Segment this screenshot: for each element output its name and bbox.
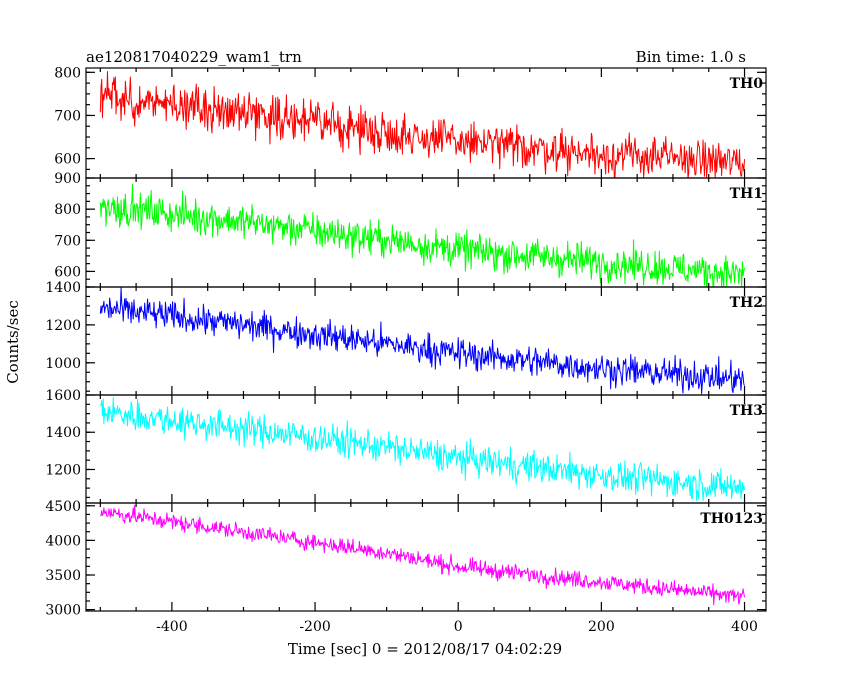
series-label-th0: TH0 (730, 76, 764, 92)
y-tick-label: 3000 (45, 603, 81, 619)
y-tick-label: 700 (54, 233, 81, 249)
series-line-th2 (99, 287, 745, 395)
x-tick-label: 400 (731, 619, 758, 635)
panel-th1: 600 700 800 900 TH1 (54, 171, 767, 288)
series-line-th0 (99, 70, 746, 179)
series-line-th0123 (100, 504, 746, 606)
y-tick-label: 4500 (45, 499, 81, 515)
y-tick-label: 900 (54, 171, 81, 187)
panel-frame (85, 502, 767, 612)
series-line-th1 (99, 183, 746, 288)
panel-frame (85, 286, 767, 396)
panel-frame (85, 67, 767, 179)
series-label-th3: TH3 (730, 403, 763, 419)
bin-time-label: Bin time: 1.0 s (636, 48, 746, 66)
x-tick-label: 200 (588, 619, 615, 635)
y-tick-label: 600 (54, 264, 81, 280)
y-tick-label: 1200 (45, 318, 81, 334)
x-axis-label: Time [sec] 0 = 2012/08/17 04:02:29 (288, 640, 562, 658)
series-line-th3 (100, 397, 746, 502)
y-tick-label: 600 (54, 152, 81, 168)
y-tick-label: 1400 (45, 280, 81, 296)
y-tick-label: 1000 (45, 356, 81, 372)
chart-title: ae120817040229_wam1_trn (86, 48, 302, 66)
y-tick-label: 4000 (45, 533, 81, 549)
x-axis: -400 -200 0 200 400 (156, 619, 758, 635)
x-tick-label: 0 (454, 619, 463, 635)
series-label-th0123: TH0123 (700, 511, 763, 527)
y-tick-label: 3500 (45, 568, 81, 584)
y-tick-label: 1400 (45, 425, 81, 441)
y-tick-label: 1600 (45, 388, 81, 404)
y-tick-label: 700 (54, 108, 81, 124)
panel-stack: 600 700 800 TH0 600 700 800 900 TH1 1000 1200 1400 T… (45, 65, 767, 619)
y-tick-label: 1200 (45, 462, 81, 478)
y-tick-label: 800 (54, 65, 81, 81)
x-tick-label: -200 (299, 619, 330, 635)
y-tick-label: 800 (54, 202, 81, 218)
panel-th2: 1000 1200 1400 TH2 (45, 280, 767, 396)
panel-th3: 1200 1400 1600 TH3 (45, 388, 767, 504)
series-label-th2: TH2 (730, 295, 763, 311)
y-axis-label: Counts/sec (4, 300, 22, 384)
panel-th0: 600 700 800 TH0 (54, 65, 767, 179)
series-label-th1: TH1 (730, 186, 763, 202)
x-tick-label: -400 (156, 619, 187, 635)
panel-th0123: 3000 3500 4000 4500 TH0123 (45, 499, 767, 619)
